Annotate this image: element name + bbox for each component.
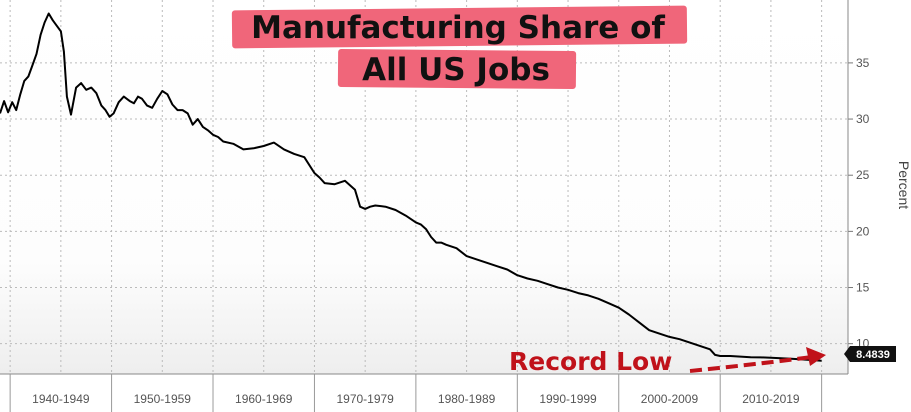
y-tick-label-15: 15 xyxy=(856,281,870,295)
x-tick-label-1950-1959: 1950-1959 xyxy=(134,392,192,406)
x-tick-label-1980-1989: 1980-1989 xyxy=(438,392,496,406)
y-tick-label-30: 30 xyxy=(856,112,870,126)
x-axis: 1940-1949 1950-1959 1960-1969 1970-1979 1980… xyxy=(0,373,848,412)
grid-lines xyxy=(0,0,848,374)
record-low-label: Record Low xyxy=(509,347,672,376)
record-low-annotation: Record Low xyxy=(509,347,826,376)
y-tick-label-35: 35 xyxy=(856,56,870,70)
x-tick-label-1990-1999: 1990-1999 xyxy=(539,392,597,406)
y-tick-label-25: 25 xyxy=(856,168,870,182)
chart-title-line2: All US Jobs xyxy=(362,52,550,88)
x-tick-label-2000-2009: 2000-2009 xyxy=(641,392,699,406)
title-highlight-line1 xyxy=(231,5,688,49)
x-tick-label-1960-1969: 1960-1969 xyxy=(235,392,293,406)
x-tick-label-2010-2019: 2010-2019 xyxy=(742,392,800,406)
chart-title-line1: Manufacturing Share of xyxy=(251,10,665,46)
record-low-arrow xyxy=(689,355,813,373)
chart-title: Manufacturing Share of All US Jobs xyxy=(231,5,688,90)
y-axis-title: Percent xyxy=(896,161,911,209)
series-line-manufacturing-share xyxy=(0,12,822,362)
x-tick-label-1940-1949: 1940-1949 xyxy=(32,392,90,406)
last-value-label: 8.4839 xyxy=(856,349,890,361)
last-value-badge-shape xyxy=(844,346,896,362)
last-value-badge: 8.4839 xyxy=(844,346,896,362)
record-low-arrowhead xyxy=(806,347,826,366)
x-tick-label-1970-1979: 1970-1979 xyxy=(336,392,394,406)
y-tick-label-20: 20 xyxy=(856,224,870,238)
title-highlight-line2 xyxy=(337,48,577,90)
